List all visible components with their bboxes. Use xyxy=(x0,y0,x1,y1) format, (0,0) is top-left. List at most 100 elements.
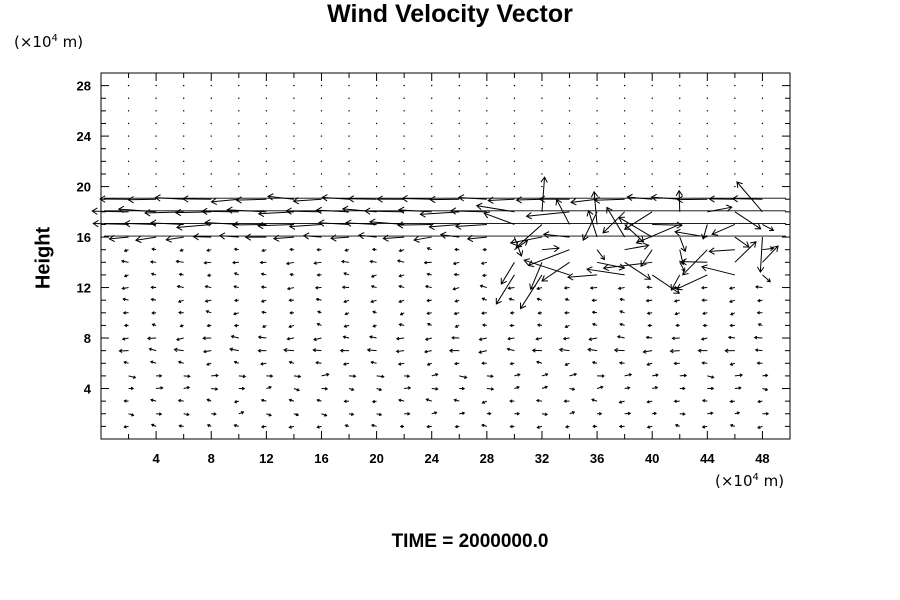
wind-vector xyxy=(453,398,460,402)
wind-vector xyxy=(706,97,709,99)
wind-vector xyxy=(343,399,350,404)
wind-vector xyxy=(403,160,405,163)
wind-vector xyxy=(761,97,764,99)
wind-vector xyxy=(293,97,295,99)
wind-vector xyxy=(155,148,157,150)
wind-vector xyxy=(372,324,377,328)
wind-vector xyxy=(486,135,488,137)
wind-vector xyxy=(426,362,432,366)
wind-vector xyxy=(756,311,763,315)
wind-vector xyxy=(206,423,212,428)
wind-vector xyxy=(675,323,680,328)
wind-vector xyxy=(232,260,239,265)
wind-vector xyxy=(568,122,571,125)
wind-vector xyxy=(651,97,653,99)
x-tick-label: 36 xyxy=(590,451,604,466)
wind-vector xyxy=(647,323,653,328)
y-tick-label: 20 xyxy=(77,180,91,195)
wind-vector xyxy=(340,259,350,264)
wind-vector xyxy=(403,110,405,112)
wind-vector xyxy=(315,297,322,302)
wind-vector xyxy=(623,185,626,188)
wind-vector xyxy=(541,160,543,163)
wind-vector xyxy=(288,360,295,365)
wind-vector xyxy=(238,97,240,99)
wind-vector xyxy=(210,148,212,150)
wind-vector xyxy=(452,287,460,291)
wind-vector xyxy=(541,97,543,99)
wind-vector xyxy=(536,360,543,364)
wind-vector xyxy=(426,322,432,327)
wind-vector xyxy=(233,423,239,428)
wind-vector xyxy=(182,97,185,99)
wind-vector xyxy=(762,245,779,263)
wind-vector xyxy=(205,310,212,314)
wind-vector xyxy=(266,374,274,378)
wind-vector xyxy=(591,298,598,303)
wind-vector xyxy=(541,261,570,282)
wind-vector xyxy=(570,198,598,206)
wind-vector xyxy=(229,347,239,352)
wind-vector xyxy=(734,84,736,87)
wind-vector xyxy=(596,97,598,99)
wind-vector xyxy=(540,176,548,212)
wind-vector xyxy=(509,361,515,366)
wind-vector xyxy=(458,148,460,150)
wind-vector xyxy=(431,160,433,163)
wind-vector xyxy=(413,235,432,243)
wind-vector xyxy=(395,336,405,341)
wind-vector xyxy=(702,311,708,316)
wind-vector xyxy=(376,195,405,203)
wind-vector xyxy=(293,148,295,150)
wind-vector xyxy=(452,261,460,266)
wind-vector xyxy=(509,311,515,315)
wind-vector xyxy=(486,387,495,391)
wind-vector xyxy=(348,110,350,112)
wind-vector xyxy=(706,122,709,125)
wind-vector xyxy=(204,299,212,303)
x-tick-label: 8 xyxy=(208,451,215,466)
wind-vector xyxy=(568,173,571,175)
wind-vector xyxy=(679,135,681,137)
wind-vector xyxy=(320,135,323,137)
wind-vector xyxy=(403,185,405,188)
wind-vector xyxy=(206,248,212,252)
wind-vector xyxy=(366,347,377,353)
wind-vector xyxy=(482,323,487,327)
wind-vector xyxy=(285,261,295,266)
wind-vector xyxy=(260,398,267,403)
wind-vector xyxy=(314,286,322,290)
wind-vector xyxy=(155,135,157,137)
wind-vector xyxy=(635,223,680,245)
wind-vector xyxy=(596,385,604,389)
wind-vector xyxy=(204,284,212,289)
wind-vector xyxy=(619,297,625,302)
wind-vector xyxy=(288,398,295,402)
wind-vector xyxy=(679,249,686,266)
wind-vector xyxy=(128,386,135,391)
wind-vector xyxy=(606,206,626,238)
wind-vector xyxy=(156,374,163,378)
wind-vector xyxy=(404,374,411,378)
wind-vector xyxy=(757,399,763,404)
y-tick-label: 8 xyxy=(84,331,91,346)
wind-vector xyxy=(289,311,294,315)
wind-vector xyxy=(238,374,247,379)
wind-vector xyxy=(375,160,378,163)
wind-vector xyxy=(707,386,715,391)
wind-vector xyxy=(266,413,272,417)
wind-vector xyxy=(734,185,736,188)
wind-vector xyxy=(734,386,742,390)
wind-vector xyxy=(173,347,184,352)
wind-vector xyxy=(619,310,625,314)
wind-vector xyxy=(233,360,239,365)
wind-vector xyxy=(762,412,770,416)
wind-vector xyxy=(348,173,350,175)
wind-vector xyxy=(514,385,520,390)
wind-vector xyxy=(596,135,598,137)
wind-vector xyxy=(679,160,681,163)
wind-vector xyxy=(478,337,487,342)
wind-vector xyxy=(123,425,129,429)
wind-vector xyxy=(375,122,378,125)
wind-vector xyxy=(458,110,460,112)
